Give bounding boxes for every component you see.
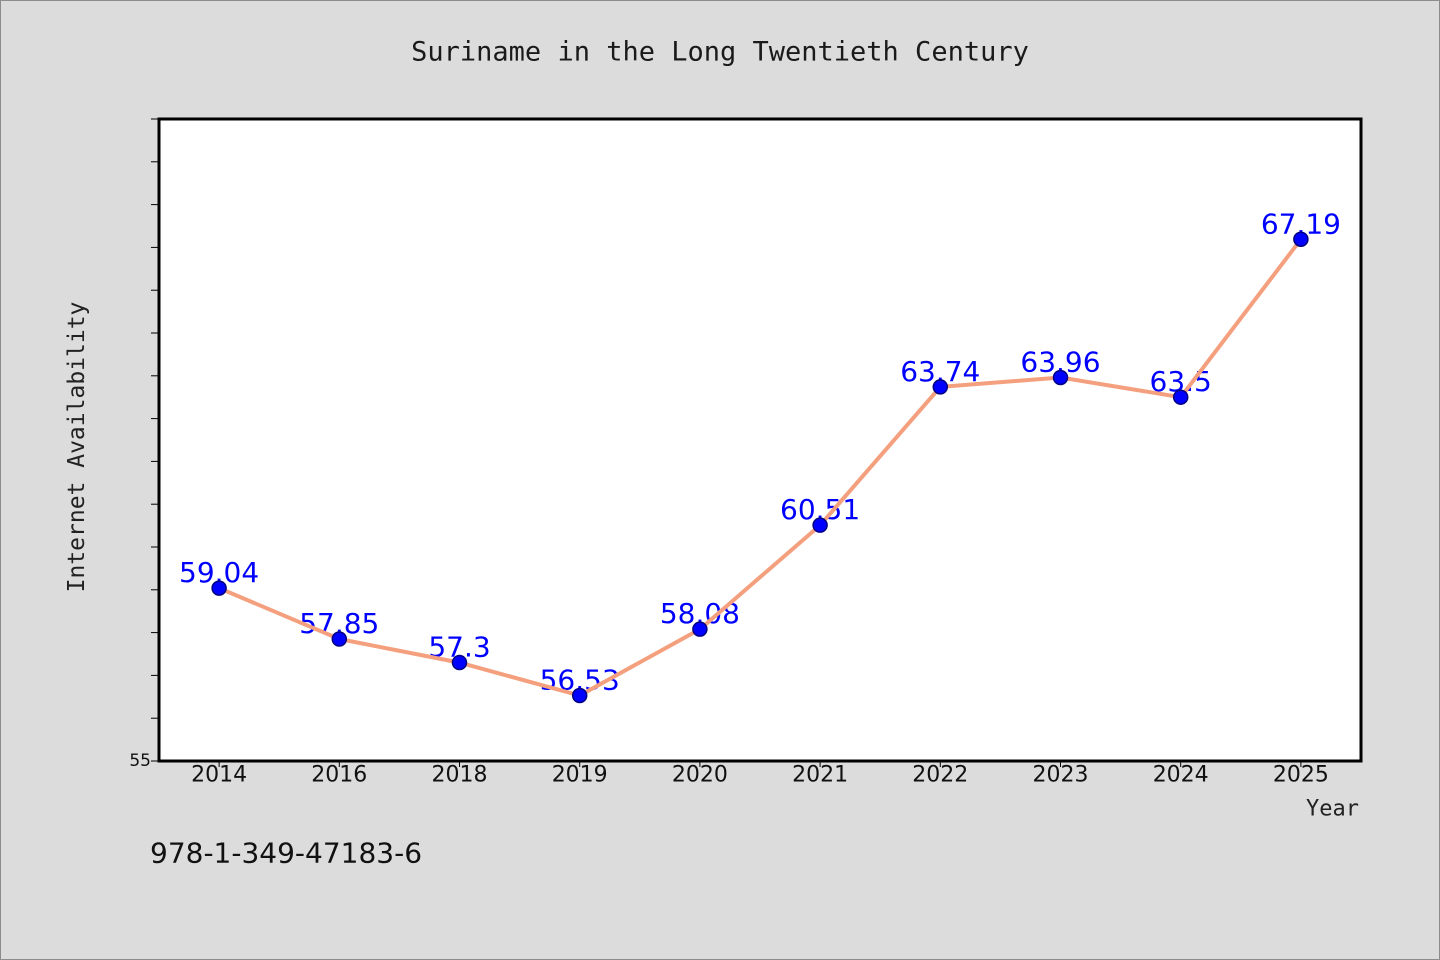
x-tick-label: 2016: [311, 763, 367, 788]
series-line-group: [217, 237, 1303, 698]
chart-title: Suriname in the Long Twentieth Century: [411, 37, 1029, 68]
x-axis-ticks: 2014 2016 2018 2019 2020 2021 2022 2023 2024 2025: [191, 761, 1329, 788]
x-axis-label: Year: [1306, 797, 1359, 822]
data-point: [1052, 369, 1069, 386]
data-point: [1172, 389, 1189, 405]
x-tick-label: 2020: [672, 763, 728, 788]
y-axis-ticks: 55: [129, 118, 159, 771]
data-point: [932, 379, 949, 395]
x-tick-label: 2018: [432, 763, 488, 788]
data-point: [812, 517, 828, 533]
data-point: [1293, 231, 1309, 248]
data-markers: [211, 231, 1309, 704]
data-point: [211, 580, 227, 596]
x-tick-label: 2025: [1273, 763, 1329, 788]
y-tick-label: 55: [129, 751, 151, 771]
x-tick-label: 2014: [191, 763, 247, 788]
x-tick-label: 2022: [912, 763, 968, 788]
x-tick-label: 2023: [1033, 763, 1089, 788]
data-point: [451, 654, 468, 671]
data-point: [692, 621, 708, 637]
data-point: [571, 687, 588, 704]
y-axis-label: Internet Availability: [64, 302, 90, 593]
x-tick-label: 2024: [1153, 763, 1209, 788]
x-tick-label: 2019: [552, 763, 608, 788]
plot-area: [157, 117, 1363, 763]
data-point: [331, 631, 348, 647]
series-line: [217, 237, 1303, 698]
x-tick-label: 2021: [792, 763, 848, 788]
isbn-text: 978-1-349-47183-6: [150, 837, 422, 870]
